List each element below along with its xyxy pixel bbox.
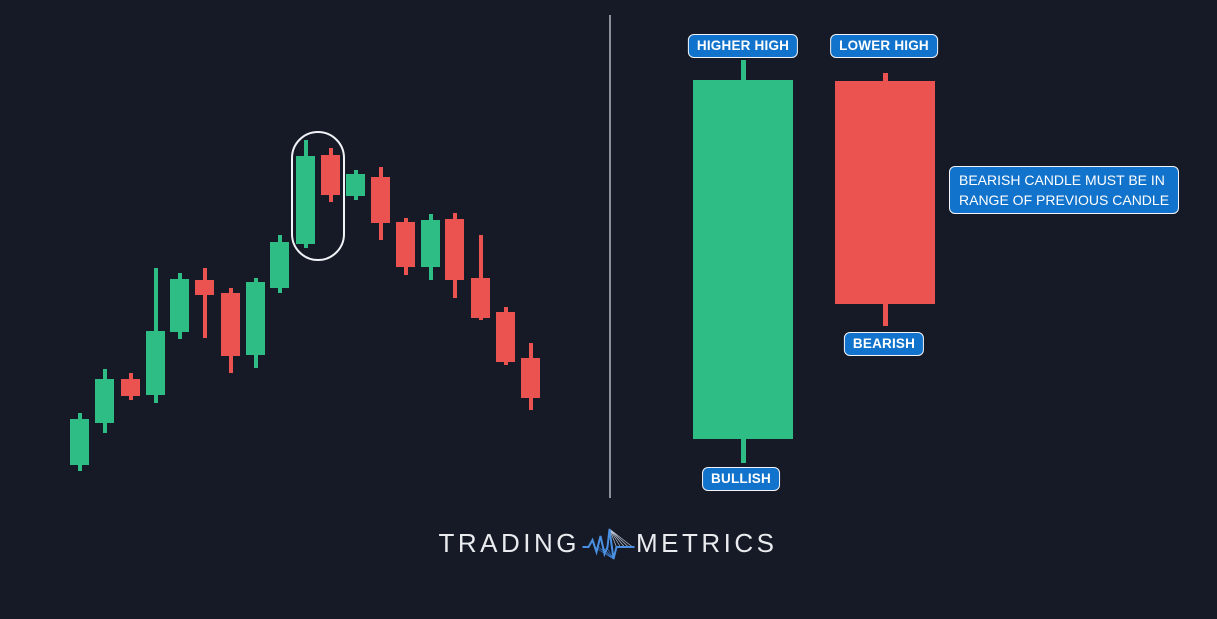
bullish-candle-body: [146, 331, 165, 395]
bearish-candle-body: [195, 280, 214, 295]
bearish-candle-body: [121, 379, 140, 396]
section-divider: [609, 15, 611, 498]
higher-high-label: HIGHER HIGH: [687, 34, 799, 58]
pattern-highlight-ring: [291, 131, 345, 261]
lower-high-label: LOWER HIGH: [830, 34, 938, 58]
brand-word-trading: TRADING: [438, 527, 580, 558]
bearish-candle-body: [521, 358, 540, 398]
bearish-range-note: BEARISH CANDLE MUST BE IN RANGE OF PREVI…: [949, 166, 1180, 214]
brand-word-metrics: METRICS: [636, 527, 778, 558]
bullish-candle-body: [95, 379, 114, 423]
bearish-candle-body: [471, 278, 490, 318]
bearish-candle-body: [496, 312, 515, 362]
bearish-candle-body: [445, 219, 464, 280]
bullish-candle-body: [246, 282, 265, 355]
bearish-label: BEARISH: [843, 332, 925, 356]
bearish-candle-body: [321, 155, 340, 195]
bullish-candle-body: [346, 174, 365, 196]
bearish-candle-body: [835, 81, 935, 304]
bullish-candle-body: [693, 80, 793, 439]
bullish-candle-body: [296, 156, 315, 244]
bullish-candle-body: [170, 279, 189, 332]
bearish-candle-body: [221, 293, 240, 356]
bearish-candle-body: [396, 222, 415, 267]
bullish-label: BULLISH: [702, 467, 780, 491]
bearish-candle-wick: [478, 235, 483, 320]
bearish-range-note-line2: RANGE OF PREVIOUS CANDLE: [959, 192, 1170, 208]
bullish-candle-body: [270, 242, 289, 288]
brand-pulse-icon: [582, 528, 634, 560]
brand-logo: TRADING METRICS: [439, 522, 778, 564]
bullish-candle-body: [70, 419, 89, 465]
bearish-candle-wick: [202, 268, 207, 338]
bearish-range-note-line1: BEARISH CANDLE MUST BE IN: [959, 172, 1165, 188]
bearish-candle-body: [371, 177, 390, 223]
bullish-candle-body: [421, 220, 440, 267]
